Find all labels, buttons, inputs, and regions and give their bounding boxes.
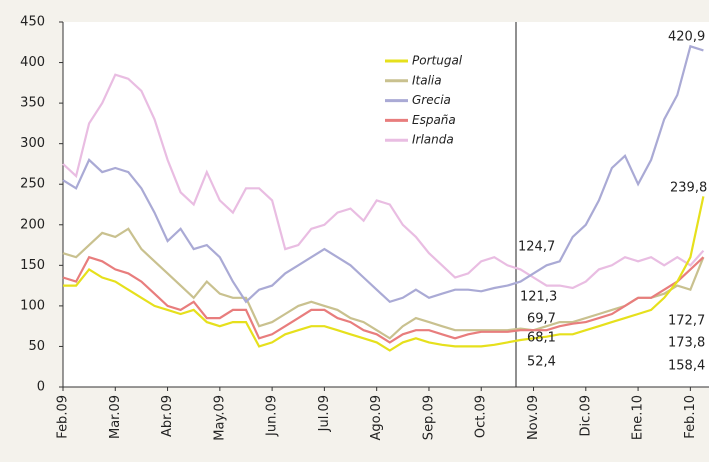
y-tick-label: 200 bbox=[20, 217, 45, 232]
annotation: 124,7 bbox=[518, 240, 555, 255]
x-tick-label: Jul.09 bbox=[317, 395, 332, 432]
y-tick-label: 50 bbox=[28, 339, 45, 354]
series-line bbox=[63, 196, 705, 352]
plot-area bbox=[63, 22, 709, 387]
x-tick-label: Oct.09 bbox=[474, 395, 489, 438]
x-tick-label: Jun.09 bbox=[265, 395, 280, 437]
y-tick-label: 0 bbox=[37, 380, 45, 395]
y-tick-label: 400 bbox=[20, 55, 45, 70]
y-tick-label: 300 bbox=[20, 136, 45, 151]
y-tick-label: 250 bbox=[20, 177, 45, 192]
y-tick-label: 450 bbox=[20, 15, 45, 30]
series-line bbox=[62, 255, 705, 344]
annotation: 68,1 bbox=[527, 331, 556, 346]
legend-label: Portugal bbox=[412, 54, 463, 68]
x-tick-label: Abr.09 bbox=[160, 395, 175, 437]
legend-label: Grecia bbox=[412, 93, 451, 107]
annotation: 239,8 bbox=[670, 181, 707, 196]
x-tick-label: Nov.09 bbox=[526, 395, 541, 440]
x-tick-label: Sep.09 bbox=[421, 395, 436, 440]
x-tick-label: Mar.09 bbox=[108, 395, 123, 439]
series-line bbox=[62, 44, 704, 304]
x-tick-label: Ene.10 bbox=[631, 395, 646, 440]
x-tick-label: Feb.09 bbox=[56, 395, 71, 439]
annotation: 121,3 bbox=[520, 290, 557, 305]
annotation: 173,8 bbox=[668, 336, 705, 351]
y-tick-label: 350 bbox=[20, 96, 45, 111]
annotation: 420,9 bbox=[668, 30, 705, 45]
x-tick-label: Dic.09 bbox=[578, 395, 593, 436]
series-line bbox=[62, 73, 705, 290]
y-tick-label: 100 bbox=[20, 298, 45, 313]
annotation: 52,4 bbox=[527, 355, 556, 370]
legend-label: España bbox=[412, 113, 456, 127]
series-line bbox=[62, 227, 705, 340]
x-tick-label: Feb.10 bbox=[683, 395, 698, 439]
annotation: 172,7 bbox=[668, 314, 705, 329]
y-tick-label: 150 bbox=[20, 258, 45, 273]
x-tick-label: Ago.09 bbox=[369, 395, 384, 441]
legend-label: Italia bbox=[412, 73, 442, 87]
legend-label: Irlanda bbox=[412, 133, 454, 147]
annotation: 69,7 bbox=[527, 312, 556, 327]
annotation: 158,4 bbox=[668, 359, 705, 374]
x-tick-label: May.09 bbox=[212, 395, 227, 441]
